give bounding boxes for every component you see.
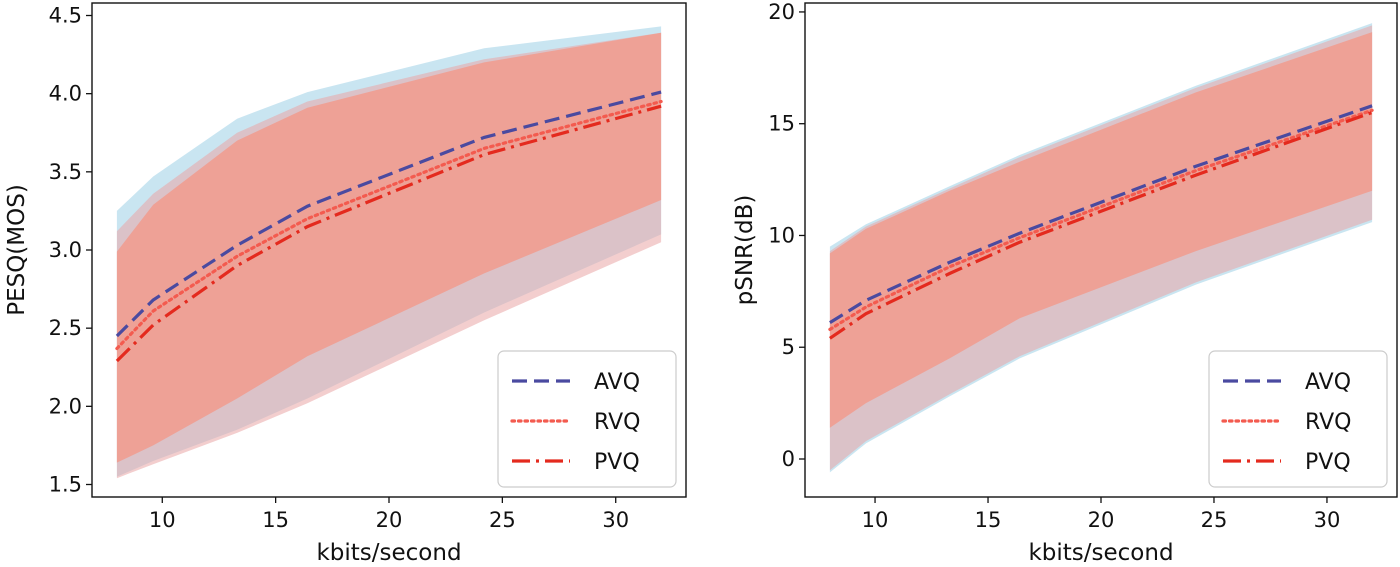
band-pvq (116, 32, 662, 463)
y-tick-label: 1.5 (49, 472, 82, 496)
legend-label-rvq: RVQ (594, 410, 640, 435)
legend-label-avq: AVQ (1305, 370, 1351, 395)
y-tick-label: 3.5 (49, 160, 82, 184)
band-pvq (829, 32, 1373, 428)
x-tick-label: 10 (149, 508, 176, 532)
x-tick-label: 20 (376, 508, 403, 532)
legend-box (1208, 350, 1388, 488)
line-avq (829, 104, 1373, 324)
line-rvq (115, 99, 663, 351)
y-tick-label: 4.0 (49, 82, 82, 106)
y-tick-label: 5 (782, 335, 795, 359)
line-pvq (115, 104, 662, 363)
y-tick-label: 15 (768, 112, 795, 136)
y-tick-label: 2.5 (49, 316, 82, 340)
y-tick-label: 20 (768, 0, 795, 24)
legend-label-avq: AVQ (594, 370, 640, 395)
legend-box (497, 350, 677, 488)
y-axis-label: PESQ(MOS) (4, 184, 30, 316)
y-tick-label: 10 (768, 223, 795, 247)
line-rvq (828, 108, 1374, 331)
legend-label-rvq: RVQ (1305, 410, 1351, 435)
chart-panel-1: 10 15 20 25 30 1.5 2.0 2.5 3.0 3.5 4.0 4.5 kbits/sec… (4, 2, 687, 566)
y-tick-label: 4.5 (49, 4, 82, 28)
legend-label-pvq: PVQ (1305, 450, 1351, 475)
x-tick-label: 20 (1088, 508, 1115, 532)
y-tick-label: 3.0 (49, 238, 82, 262)
y-axis-label: pSNR(dB) (732, 195, 758, 306)
y-tick-label: 0 (782, 447, 795, 471)
x-axis-label: kbits/second (316, 540, 461, 566)
x-tick-label: 30 (602, 508, 629, 532)
x-tick-label: 15 (262, 508, 289, 532)
x-tick-label: 25 (1201, 508, 1228, 532)
line-avq (115, 90, 662, 338)
x-axis-label: kbits/second (1028, 540, 1173, 566)
legend-label-pvq: PVQ (594, 450, 640, 475)
y-tick-label: 2.0 (49, 394, 82, 418)
legend: AVQ RVQ PVQ (1208, 350, 1388, 488)
x-tick-label: 25 (489, 508, 516, 532)
line-pvq (828, 110, 1373, 340)
x-tick-label: 10 (862, 508, 889, 532)
x-tick-label: 30 (1314, 508, 1341, 532)
chart-panel-2: 10 15 20 25 30 0 5 10 15 20 kbits/second pSNR(dB) AV… (732, 0, 1398, 566)
legend: AVQ RVQ PVQ (497, 350, 677, 488)
x-tick-label: 15 (975, 508, 1002, 532)
